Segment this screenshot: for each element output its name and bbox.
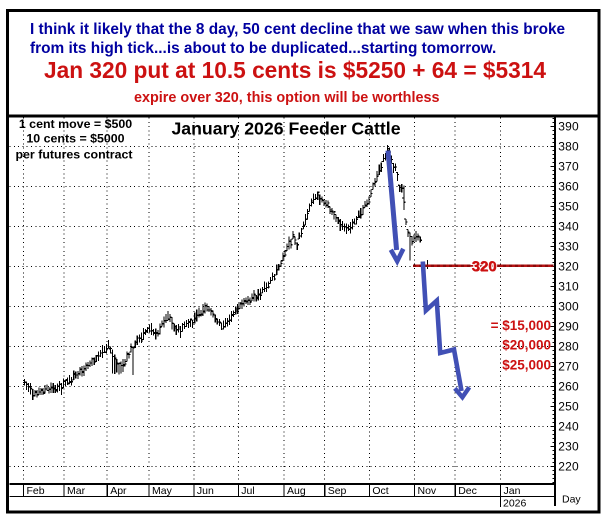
svg-text:310: 310 bbox=[558, 280, 579, 294]
svg-text:290: 290 bbox=[558, 320, 579, 334]
svg-text:270: 270 bbox=[558, 360, 579, 374]
svg-text:260: 260 bbox=[558, 380, 579, 394]
svg-text:300: 300 bbox=[558, 300, 579, 314]
svg-text:Day: Day bbox=[562, 494, 581, 506]
svg-text:Apr: Apr bbox=[110, 485, 127, 497]
svg-text:330: 330 bbox=[558, 240, 579, 254]
svg-text:390: 390 bbox=[558, 120, 579, 134]
svg-text:May: May bbox=[152, 485, 173, 497]
svg-text:340: 340 bbox=[558, 220, 579, 234]
svg-text:370: 370 bbox=[558, 160, 579, 174]
svg-text:= $15,000: = $15,000 bbox=[491, 318, 551, 333]
svg-text:Jul: Jul bbox=[241, 485, 254, 497]
svg-text:$25,000: $25,000 bbox=[502, 358, 551, 373]
svg-text:250: 250 bbox=[558, 400, 579, 414]
svg-text:320: 320 bbox=[558, 260, 579, 274]
svg-text:220: 220 bbox=[558, 460, 579, 474]
svg-text:Nov: Nov bbox=[418, 485, 437, 497]
svg-text:320: 320 bbox=[472, 258, 497, 275]
svg-text:Feb: Feb bbox=[27, 485, 45, 497]
svg-text:per futures contract: per futures contract bbox=[15, 147, 132, 161]
svg-text:Oct: Oct bbox=[372, 485, 388, 497]
svg-text:Mar: Mar bbox=[67, 485, 86, 497]
svg-text:$20,000: $20,000 bbox=[502, 338, 551, 353]
svg-text:Jun: Jun bbox=[197, 485, 214, 497]
svg-text:1 cent move = $500: 1 cent move = $500 bbox=[19, 117, 132, 131]
svg-text:Jan: Jan bbox=[504, 485, 521, 497]
svg-text:240: 240 bbox=[558, 420, 579, 434]
svg-text:350: 350 bbox=[558, 200, 579, 214]
svg-text:10 cents = $5000: 10 cents = $5000 bbox=[26, 131, 124, 145]
svg-text:2026: 2026 bbox=[503, 498, 527, 510]
svg-text:360: 360 bbox=[558, 180, 579, 194]
svg-text:320: 320 bbox=[471, 258, 496, 275]
svg-text:Sep: Sep bbox=[328, 485, 347, 497]
svg-text:Aug: Aug bbox=[287, 485, 306, 497]
svg-text:280: 280 bbox=[558, 340, 579, 354]
svg-text:230: 230 bbox=[558, 440, 579, 454]
svg-text:January 2026 Feeder Cattle: January 2026 Feeder Cattle bbox=[171, 119, 400, 139]
svg-text:Dec: Dec bbox=[458, 485, 477, 497]
svg-text:380: 380 bbox=[558, 140, 579, 154]
